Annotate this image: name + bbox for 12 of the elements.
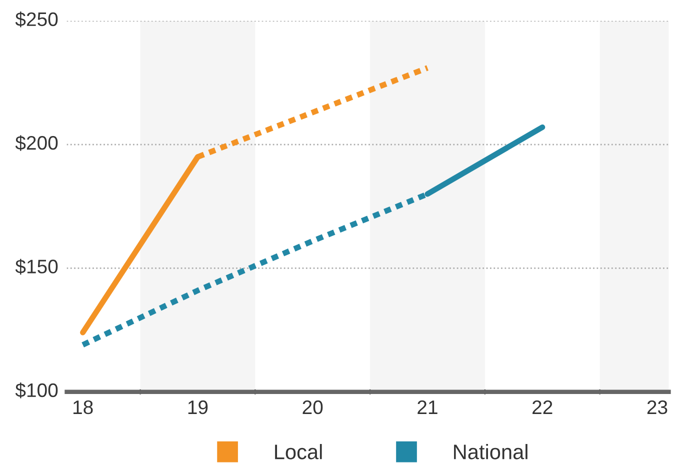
y-tick-label: $200 xyxy=(15,135,58,151)
x-tick-label: 20 xyxy=(302,400,323,414)
x-tick-label: 22 xyxy=(532,400,552,414)
legend-label: National xyxy=(454,444,528,460)
x-tick-label: 23 xyxy=(647,400,668,414)
x-tick-label: 18 xyxy=(73,400,93,414)
x-tick-label: 21 xyxy=(418,400,438,414)
y-tick-label: $150 xyxy=(15,258,58,275)
x-tick-label: 19 xyxy=(188,400,208,414)
legend-label: Local xyxy=(275,444,322,460)
y-tick-label: $250 xyxy=(15,12,58,28)
y-tick-label: $100 xyxy=(15,382,58,398)
